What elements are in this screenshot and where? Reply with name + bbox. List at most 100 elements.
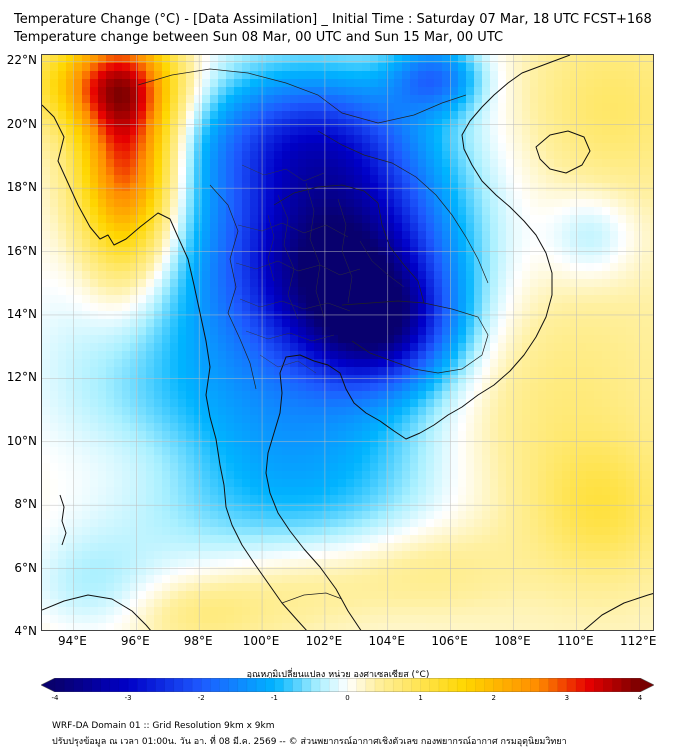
field-cell bbox=[178, 519, 187, 528]
field-cell bbox=[546, 543, 555, 552]
field-cell bbox=[146, 351, 155, 360]
field-cell bbox=[634, 231, 643, 240]
field-cell bbox=[538, 119, 547, 128]
field-cell bbox=[42, 431, 51, 440]
field-cell bbox=[634, 119, 643, 128]
field-cell bbox=[58, 327, 67, 336]
field-cell bbox=[610, 319, 619, 328]
field-cell bbox=[634, 287, 643, 296]
field-cell bbox=[378, 343, 387, 352]
field-cell bbox=[250, 551, 259, 560]
field-cell bbox=[562, 255, 571, 264]
field-cell bbox=[290, 103, 299, 112]
field-cell bbox=[82, 287, 91, 296]
field-cell bbox=[418, 151, 427, 160]
field-cell bbox=[538, 255, 547, 264]
field-cell bbox=[378, 183, 387, 192]
field-cell bbox=[330, 567, 339, 576]
field-cell bbox=[434, 311, 443, 320]
field-cell bbox=[106, 311, 115, 320]
field-cell bbox=[514, 287, 523, 296]
field-cell bbox=[290, 503, 299, 512]
field-cell bbox=[218, 343, 227, 352]
field-cell bbox=[234, 367, 243, 376]
field-cell bbox=[274, 55, 283, 64]
field-cell bbox=[490, 207, 499, 216]
field-cell bbox=[418, 199, 427, 208]
field-cell bbox=[58, 415, 67, 424]
field-cell bbox=[122, 327, 131, 336]
field-cell bbox=[642, 167, 651, 176]
field-cell bbox=[474, 535, 483, 544]
field-cell bbox=[178, 183, 187, 192]
field-cell bbox=[202, 55, 211, 64]
field-cell bbox=[90, 119, 99, 128]
field-cell bbox=[578, 247, 587, 256]
field-cell bbox=[530, 407, 539, 416]
field-cell bbox=[106, 231, 115, 240]
field-cell bbox=[410, 143, 419, 152]
field-cell bbox=[218, 71, 227, 80]
field-cell bbox=[594, 79, 603, 88]
field-cell bbox=[202, 215, 211, 224]
field-cell bbox=[610, 511, 619, 520]
field-cell bbox=[74, 287, 83, 296]
field-cell bbox=[346, 311, 355, 320]
field-cell bbox=[642, 431, 651, 440]
field-cell bbox=[290, 263, 299, 272]
field-cell bbox=[106, 87, 115, 96]
field-cell bbox=[314, 295, 323, 304]
field-cell bbox=[74, 487, 83, 496]
field-cell bbox=[122, 559, 131, 568]
field-cell bbox=[266, 367, 275, 376]
field-cell bbox=[570, 135, 579, 144]
field-cell bbox=[530, 455, 539, 464]
field-cell bbox=[82, 335, 91, 344]
field-cell bbox=[162, 191, 171, 200]
field-cell bbox=[618, 375, 627, 384]
field-cell bbox=[530, 327, 539, 336]
field-cell bbox=[146, 535, 155, 544]
field-cell bbox=[122, 543, 131, 552]
field-cell bbox=[442, 399, 451, 408]
field-cell bbox=[450, 391, 459, 400]
field-cell bbox=[482, 135, 491, 144]
field-cell bbox=[330, 543, 339, 552]
field-cell bbox=[306, 223, 315, 232]
field-cell bbox=[546, 351, 555, 360]
field-cell bbox=[330, 183, 339, 192]
field-cell bbox=[530, 319, 539, 328]
field-cell bbox=[218, 375, 227, 384]
field-cell bbox=[66, 271, 75, 280]
field-cell bbox=[98, 351, 107, 360]
field-cell bbox=[586, 263, 595, 272]
field-cell bbox=[274, 319, 283, 328]
field-cell bbox=[218, 183, 227, 192]
field-cell bbox=[386, 327, 395, 336]
field-cell bbox=[170, 183, 179, 192]
field-cell bbox=[202, 239, 211, 248]
field-cell bbox=[538, 399, 547, 408]
field-cell bbox=[362, 303, 371, 312]
field-cell bbox=[602, 415, 611, 424]
field-cell bbox=[554, 111, 563, 120]
field-cell bbox=[618, 343, 627, 352]
field-cell bbox=[578, 487, 587, 496]
field-cell bbox=[178, 343, 187, 352]
field-cell bbox=[522, 183, 531, 192]
field-cell bbox=[178, 335, 187, 344]
field-cell bbox=[242, 175, 251, 184]
field-cell bbox=[322, 239, 331, 248]
field-cell bbox=[626, 535, 635, 544]
field-cell bbox=[338, 519, 347, 528]
field-cell bbox=[330, 535, 339, 544]
field-cell bbox=[290, 311, 299, 320]
field-cell bbox=[578, 303, 587, 312]
field-cell bbox=[298, 423, 307, 432]
field-cell bbox=[602, 255, 611, 264]
field-cell bbox=[402, 87, 411, 96]
field-cell bbox=[346, 119, 355, 128]
field-cell bbox=[210, 535, 219, 544]
field-cell bbox=[90, 399, 99, 408]
field-cell bbox=[634, 319, 643, 328]
